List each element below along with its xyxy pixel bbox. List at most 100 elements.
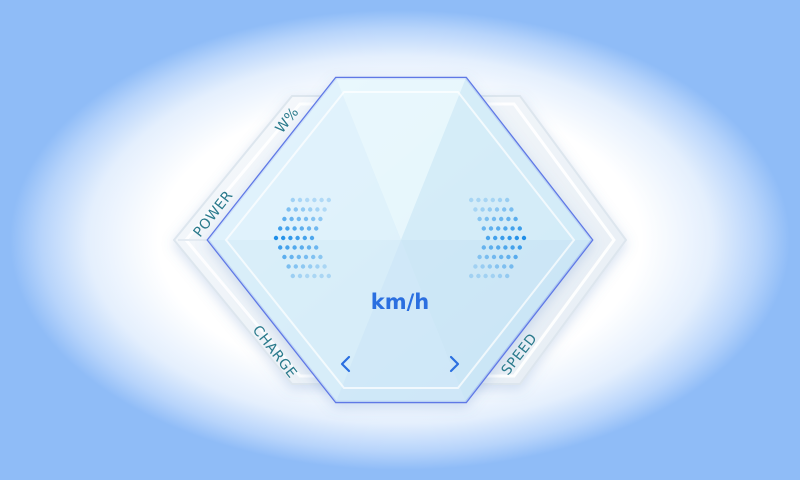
indicator-dot xyxy=(292,226,297,231)
indicator-dot xyxy=(499,254,504,260)
indicator-dot xyxy=(487,207,492,212)
indicator-dot xyxy=(297,273,303,279)
indicator-dot xyxy=(314,226,319,231)
next-button[interactable] xyxy=(442,350,466,378)
indicator-dot xyxy=(318,254,323,260)
indicator-dot xyxy=(285,245,290,250)
indicator-dot xyxy=(497,197,503,203)
left-arrow-dots-icon xyxy=(273,197,331,279)
indicator-dot xyxy=(483,197,488,203)
indicator-dot xyxy=(311,216,316,222)
indicator-dot xyxy=(494,207,500,212)
prev-button[interactable] xyxy=(334,350,358,378)
indicator-dot xyxy=(513,216,518,222)
indicator-dot xyxy=(469,197,474,203)
indicator-dot xyxy=(485,235,491,241)
indicator-dot xyxy=(318,216,323,222)
indicator-dot xyxy=(289,254,294,260)
indicator-dot xyxy=(494,264,500,269)
indicator-dot xyxy=(322,264,327,269)
indicator-dot xyxy=(278,226,283,231)
indicator-dot xyxy=(292,245,297,250)
indicator-dot xyxy=(302,235,307,241)
indicator-dot xyxy=(493,235,498,241)
indicator-dot xyxy=(314,245,319,250)
speed-unit: km/h xyxy=(371,290,429,314)
indicator-dot xyxy=(517,226,522,231)
indicator-dot xyxy=(481,226,486,231)
indicator-dot xyxy=(308,207,313,212)
indicator-dot xyxy=(326,273,331,279)
indicator-dot xyxy=(480,207,485,212)
chevron-left-icon xyxy=(340,355,351,373)
right-arrow-dots-icon xyxy=(469,197,527,279)
indicator-dot xyxy=(308,264,313,269)
indicator-dot xyxy=(503,226,508,231)
indicator-dot xyxy=(296,254,301,260)
indicator-dot xyxy=(491,216,497,222)
indicator-dot xyxy=(281,235,286,241)
indicator-dot xyxy=(303,216,309,222)
indicator-dot xyxy=(513,254,518,260)
indicator-dot xyxy=(490,273,495,279)
indicator-dot xyxy=(290,197,295,203)
indicator-dot xyxy=(510,226,515,231)
indicator-dot xyxy=(300,207,306,212)
indicator-dot xyxy=(306,245,312,250)
indicator-dot xyxy=(326,197,331,203)
indicator-dot xyxy=(299,226,304,231)
indicator-dot xyxy=(299,245,304,250)
indicator-dot xyxy=(319,273,324,279)
indicator-dot xyxy=(491,254,497,260)
indicator-dot xyxy=(306,226,312,231)
indicator-dot xyxy=(484,254,489,260)
indicator-dot xyxy=(503,245,508,250)
indicator-dot xyxy=(496,226,501,231)
indicator-dot xyxy=(497,273,503,279)
indicator-dot xyxy=(297,197,303,203)
indicator-dot xyxy=(319,197,324,203)
indicator-dot xyxy=(506,216,511,222)
indicator-dot xyxy=(293,264,298,269)
indicator-dot xyxy=(510,245,515,250)
indicator-dot xyxy=(315,207,320,212)
main-hexagon xyxy=(206,76,594,404)
indicator-dot xyxy=(506,254,511,260)
indicator-dot xyxy=(315,264,320,269)
indicator-dot xyxy=(517,245,522,250)
indicator-dot xyxy=(509,264,514,269)
indicator-dot xyxy=(488,226,494,231)
indicator-dot xyxy=(480,264,485,269)
indicator-dot xyxy=(505,273,510,279)
indicator-dot xyxy=(507,235,512,241)
indicator-dot xyxy=(295,235,300,241)
indicator-dot xyxy=(309,235,315,241)
indicator-dot xyxy=(476,197,481,203)
indicator-dot xyxy=(278,245,283,250)
indicator-dot xyxy=(290,273,295,279)
indicator-dot xyxy=(300,264,306,269)
indicator-dot xyxy=(502,264,507,269)
indicator-dot xyxy=(273,235,279,241)
indicator-dot xyxy=(289,216,294,222)
indicator-dot xyxy=(481,245,486,250)
indicator-dot xyxy=(473,264,478,269)
indicator-dot xyxy=(305,273,310,279)
chevron-right-icon xyxy=(449,355,460,373)
indicator-dot xyxy=(499,216,504,222)
indicator-dot xyxy=(477,254,482,260)
indicator-dot xyxy=(521,235,527,241)
indicator-dot xyxy=(322,207,327,212)
indicator-dot xyxy=(282,216,287,222)
indicator-dot xyxy=(487,264,492,269)
indicator-dot xyxy=(502,207,507,212)
indicator-dot xyxy=(476,273,481,279)
indicator-dot xyxy=(514,235,519,241)
indicator-dot xyxy=(490,197,495,203)
indicator-dot xyxy=(473,207,478,212)
indicator-dot xyxy=(500,235,505,241)
indicator-dot xyxy=(293,207,298,212)
indicator-dot xyxy=(286,207,291,212)
indicator-dot xyxy=(477,216,482,222)
